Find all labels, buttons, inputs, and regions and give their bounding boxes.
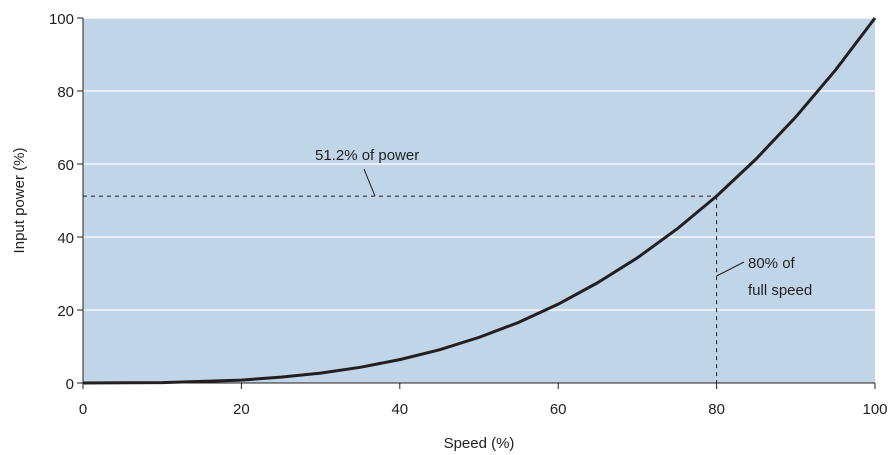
x-tick-label: 100 bbox=[862, 401, 887, 418]
plot-area bbox=[83, 18, 875, 383]
x-axis-label: Speed (%) bbox=[444, 435, 515, 452]
y-tick-label: 40 bbox=[57, 230, 74, 247]
speed-annotation-leader bbox=[716, 261, 745, 277]
axes bbox=[82, 18, 875, 384]
x-tick-label: 40 bbox=[391, 401, 408, 418]
y-tick-label: 0 bbox=[66, 376, 74, 393]
y-axis-label: Input power (%) bbox=[11, 148, 28, 254]
x-tick-label: 60 bbox=[550, 401, 567, 418]
reference-lines bbox=[83, 195, 718, 383]
speed-annotation-line2: full speed bbox=[748, 282, 812, 299]
gridlines bbox=[83, 17, 875, 311]
y-tick-label: 20 bbox=[57, 303, 74, 320]
y-tick-label: 80 bbox=[57, 84, 74, 101]
annotations: 51.2% of power 80% of full speed bbox=[315, 147, 812, 299]
tick-labels: 0 20 40 60 80 100 0 20 40 60 80 100 bbox=[49, 11, 888, 418]
power-curve bbox=[82, 17, 877, 385]
x-tick-label: 0 bbox=[79, 401, 87, 418]
x-tick-label: 20 bbox=[233, 401, 250, 418]
power-annotation: 51.2% of power bbox=[315, 147, 419, 164]
y-tick-label: 60 bbox=[57, 157, 74, 174]
y-tick-label: 100 bbox=[49, 11, 74, 28]
power-annotation-leader bbox=[363, 168, 376, 197]
x-tick-label: 80 bbox=[708, 401, 725, 418]
speed-annotation-line1: 80% of bbox=[748, 255, 796, 272]
